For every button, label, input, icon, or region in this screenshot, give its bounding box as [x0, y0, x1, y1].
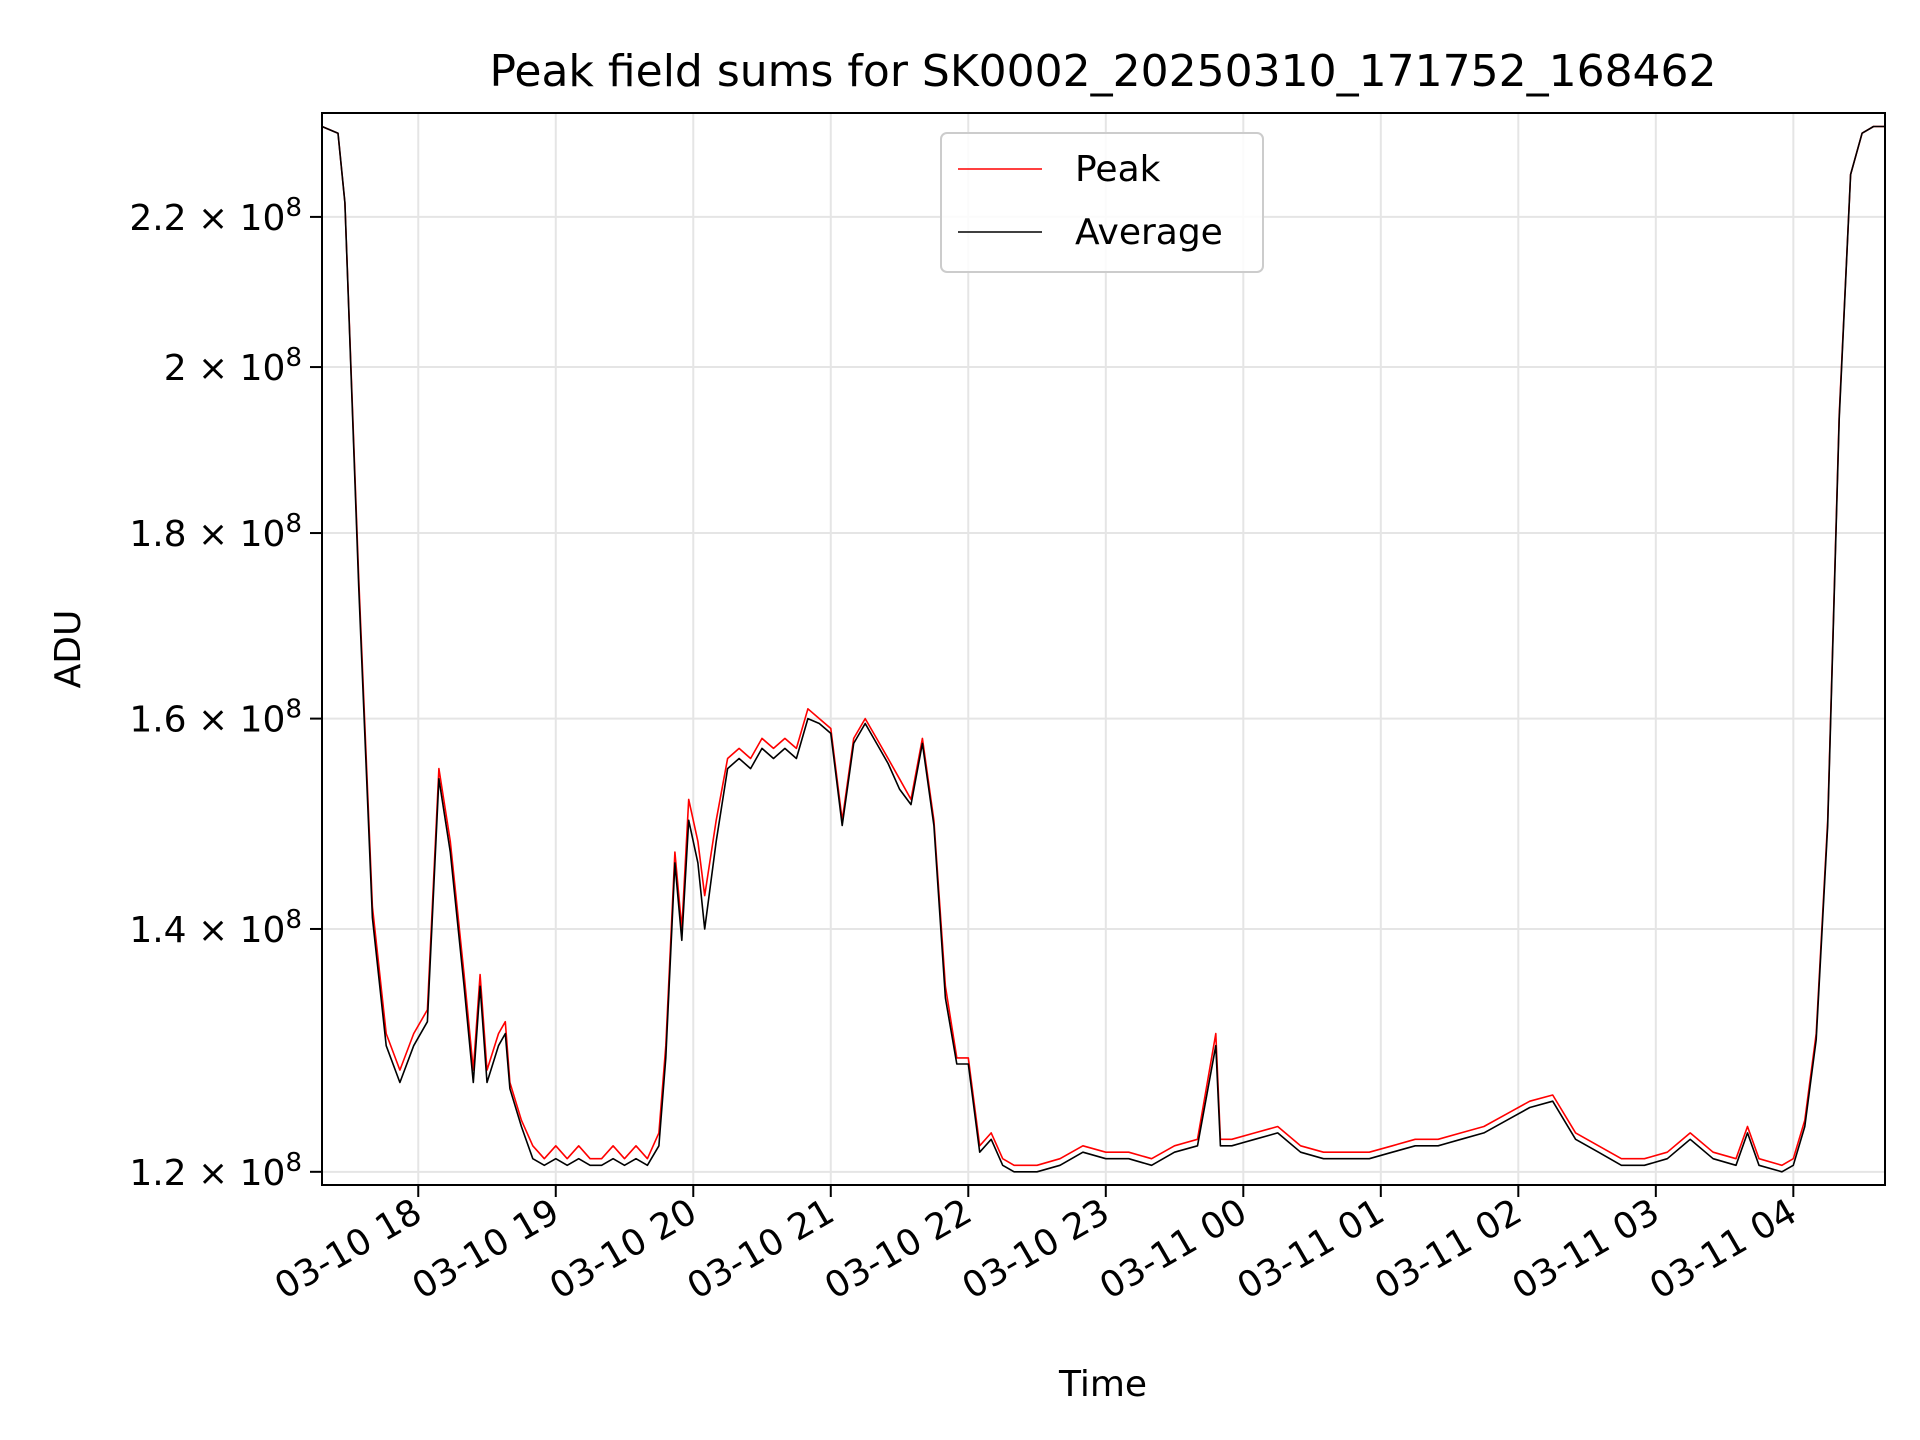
plot-frame — [321, 112, 1886, 1186]
y-tick-label: 1.2 × 108 — [129, 1148, 302, 1194]
series-line-average — [321, 125, 1885, 1173]
y-tick-mantissa: 2.2 — [129, 198, 186, 239]
y-tick-times: × 10 — [187, 700, 286, 741]
series-line-peak — [321, 125, 1885, 1167]
series-layer — [321, 125, 1885, 1173]
y-axis-label: ADU — [48, 610, 89, 689]
y-tick-mantissa: 1.2 — [129, 1153, 186, 1194]
y-tick-times: × 10 — [187, 198, 286, 239]
x-axis-label: Time — [1058, 1364, 1147, 1405]
y-tick-exponent: 8 — [285, 695, 302, 725]
legend-box — [940, 132, 1264, 273]
y-tick-exponent: 8 — [285, 509, 302, 539]
y-tick-exponent: 8 — [285, 193, 302, 223]
gridlines — [322, 113, 1885, 1185]
legend-label-peak: Peak — [1075, 149, 1161, 190]
y-tick-label: 1.8 × 108 — [129, 509, 302, 555]
y-tick-label: 2 × 108 — [164, 343, 302, 389]
y-tick-times: × 10 — [187, 1153, 286, 1194]
y-tick-times: × 10 — [187, 514, 286, 555]
y-tick-label: 1.4 × 108 — [129, 905, 302, 951]
y-tick-exponent: 8 — [285, 343, 302, 373]
y-tick-mantissa: 1.4 — [129, 910, 186, 951]
legend-label-average: Average — [1075, 212, 1223, 253]
y-tick-mantissa: 1.6 — [129, 700, 186, 741]
legend: Peak Average — [940, 132, 1264, 273]
y-tick-times: × 10 — [187, 910, 286, 951]
y-tick-exponent: 8 — [285, 1148, 302, 1178]
y-tick-label: 1.6 × 108 — [129, 695, 302, 741]
y-tick-mantissa: 2 — [164, 348, 187, 389]
y-tick-mantissa: 1.8 — [129, 514, 186, 555]
chart-title: Peak field sums for SK0002_20250310_1717… — [489, 46, 1716, 97]
y-tick-times: × 10 — [187, 348, 286, 389]
y-tick-label: 2.2 × 108 — [129, 193, 302, 239]
y-tick-exponent: 8 — [285, 905, 302, 935]
